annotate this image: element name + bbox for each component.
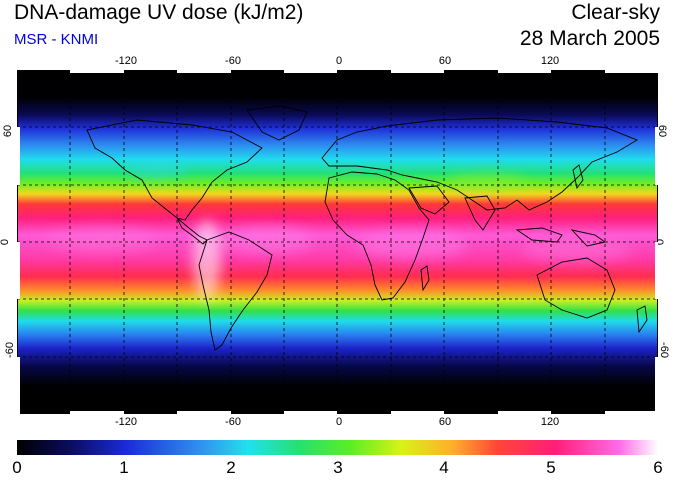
lon-tick-bottom: 120	[540, 416, 560, 428]
sky-condition-label: Clear-sky	[571, 1, 660, 24]
colorbar-label: 5	[546, 458, 556, 477]
lon-tick-top: -60	[225, 55, 241, 67]
colorbar-label: 4	[439, 458, 449, 477]
lat-tick-left: 60	[2, 124, 15, 138]
lat-tick-left: 0	[0, 238, 12, 246]
colorbar-label: 2	[226, 458, 236, 477]
colorbar-label: 3	[333, 458, 343, 477]
lon-tick-bottom: 60	[438, 416, 452, 428]
lon-tick-top: 120	[540, 55, 560, 67]
map-title: DNA-damage UV dose (kJ/m2)	[14, 1, 304, 24]
uv-dose-map	[17, 70, 658, 414]
lat-tick-right: -60	[657, 342, 670, 358]
colorbar	[17, 440, 658, 455]
colorbar-label: 1	[119, 458, 129, 477]
data-source-label: MSR - KNMI	[14, 31, 99, 48]
colorbar-label: 6	[653, 458, 663, 477]
lat-tick-left: -60	[3, 342, 16, 358]
colorbar-label: 0	[12, 458, 22, 477]
date-label: 28 March 2005	[519, 27, 660, 50]
lon-tick-bottom: 0	[335, 416, 343, 428]
lon-tick-top: -120	[114, 55, 138, 67]
lon-tick-top: 60	[438, 55, 452, 67]
lon-tick-bottom: -60	[225, 416, 241, 428]
gridlines	[17, 70, 658, 414]
lon-tick-bottom: -120	[114, 416, 138, 428]
lon-tick-top: 0	[335, 55, 343, 67]
map-frame	[17, 70, 658, 414]
uv-field-texture	[47, 163, 632, 300]
